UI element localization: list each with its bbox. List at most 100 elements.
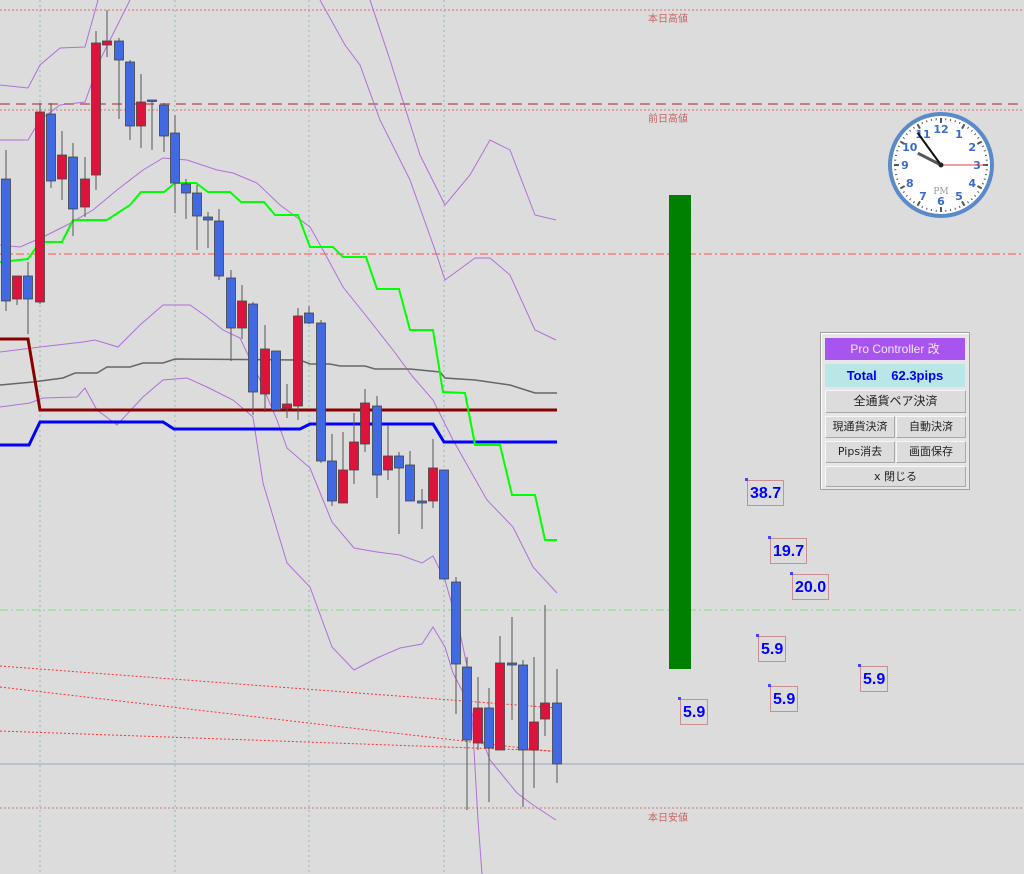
close-panel-button[interactable]: x 閉じる (825, 466, 966, 487)
clock-tick (899, 185, 906, 190)
clock-tick (977, 136, 980, 139)
pro-controller-panel: Pro Controller 改 Total 62.3pips 全通貨ペア決済 … (820, 332, 970, 490)
bull-candle (495, 662, 505, 751)
clock-tick (916, 123, 921, 130)
total-value: 62.3pips (891, 368, 944, 383)
close-current-button[interactable]: 現通貨決済 (825, 416, 895, 438)
trend-line (0, 686, 558, 753)
level-lines (0, 9, 1024, 809)
clock-numeral: 1 (955, 128, 963, 141)
clear-pips-button[interactable]: Pips消去 (825, 441, 895, 463)
clock-tick (921, 205, 924, 209)
bull-candle (338, 469, 348, 504)
band-line (0, 157, 558, 594)
bear-candle (405, 464, 415, 502)
clock-tick (905, 133, 908, 136)
clock-tick (983, 150, 986, 152)
auto-close-button[interactable]: 自動決済 (896, 416, 966, 438)
bear-candle (125, 61, 135, 127)
bear-candle (226, 277, 236, 329)
pips-label: 38.7 (745, 478, 785, 506)
total-label: Total (846, 368, 877, 383)
clock-tick (974, 194, 977, 197)
bear-candle (394, 455, 404, 469)
clock-numeral: 11 (915, 128, 930, 141)
bull-candle (360, 402, 370, 445)
clock-tick (896, 178, 899, 180)
bear-candle (518, 664, 528, 751)
indicator-lines (0, 182, 557, 541)
bull-candle (57, 154, 67, 180)
pips-label: 19.7 (768, 536, 808, 564)
bear-candle (159, 104, 169, 137)
bull-candle (282, 403, 292, 409)
bear-candle (248, 303, 258, 393)
clock-tick (967, 201, 970, 204)
clock-widget: 123456789101112 PM (888, 112, 994, 218)
clock-hour-hand (917, 151, 942, 167)
clock-tick (970, 129, 973, 132)
bear-candle (327, 460, 337, 502)
clock-tick (958, 205, 961, 209)
bull-candle (428, 467, 438, 502)
prev-high-label: 前日高値 (648, 114, 688, 125)
clock-numeral: 4 (968, 177, 976, 190)
bull-candle (473, 707, 483, 744)
clock-tick (902, 191, 905, 194)
clock-tick (926, 207, 928, 210)
bear-candle (214, 220, 224, 277)
bear-candle (417, 500, 427, 504)
bear-candle (192, 192, 202, 217)
bear-candle (203, 216, 213, 221)
bear-candle (68, 156, 78, 210)
bear-candle (170, 132, 180, 184)
pips-label: 5.9 (678, 697, 709, 725)
band-line (0, 377, 557, 821)
clock-ticks: 123456789101112 (894, 118, 988, 212)
bull-candle (35, 111, 45, 303)
bull-candle (349, 441, 359, 471)
clock-numeral: 2 (968, 141, 976, 154)
clock-tick (926, 120, 928, 123)
clock-numeral: 10 (902, 141, 918, 154)
bear-candle (1, 178, 11, 302)
bull-candle (260, 348, 270, 395)
close-all-pairs-button[interactable]: 全通貨ペア決済 (825, 390, 966, 413)
bear-candle (304, 312, 314, 324)
bull-candle (102, 40, 112, 46)
bear-candle (484, 707, 494, 749)
gray-ma-line (0, 358, 557, 394)
clock-tick (976, 140, 983, 145)
band-lines (0, 0, 558, 874)
trend-line (0, 730, 558, 752)
clock-tick (981, 182, 985, 185)
clock-tick (967, 126, 970, 129)
bull-candle (12, 275, 22, 300)
clock-tick (961, 200, 966, 207)
clock-tick (909, 129, 912, 132)
band-line (369, 0, 557, 221)
save-screen-button[interactable]: 画面保存 (896, 441, 966, 463)
band-line (0, 0, 131, 141)
bear-candle (23, 275, 33, 300)
bear-candle (316, 322, 326, 462)
clock-tick (921, 121, 924, 125)
clock-tick (896, 150, 899, 152)
bull-candle (91, 42, 101, 176)
clock-tick (976, 185, 983, 190)
bull-candle (237, 300, 247, 329)
clock-tick (897, 182, 901, 185)
band-line (0, 304, 483, 874)
clock-tick (916, 200, 921, 207)
clock-tick (977, 191, 980, 194)
band-line (0, 0, 99, 89)
clock-tick (905, 194, 908, 197)
clock-numeral: 6 (937, 195, 945, 208)
clock-tick (981, 145, 985, 148)
clock-tick (902, 136, 905, 139)
panel-title[interactable]: Pro Controller 改 (825, 338, 965, 360)
bear-candle (451, 581, 461, 665)
clock-tick (897, 145, 901, 148)
bull-candle (293, 315, 303, 407)
